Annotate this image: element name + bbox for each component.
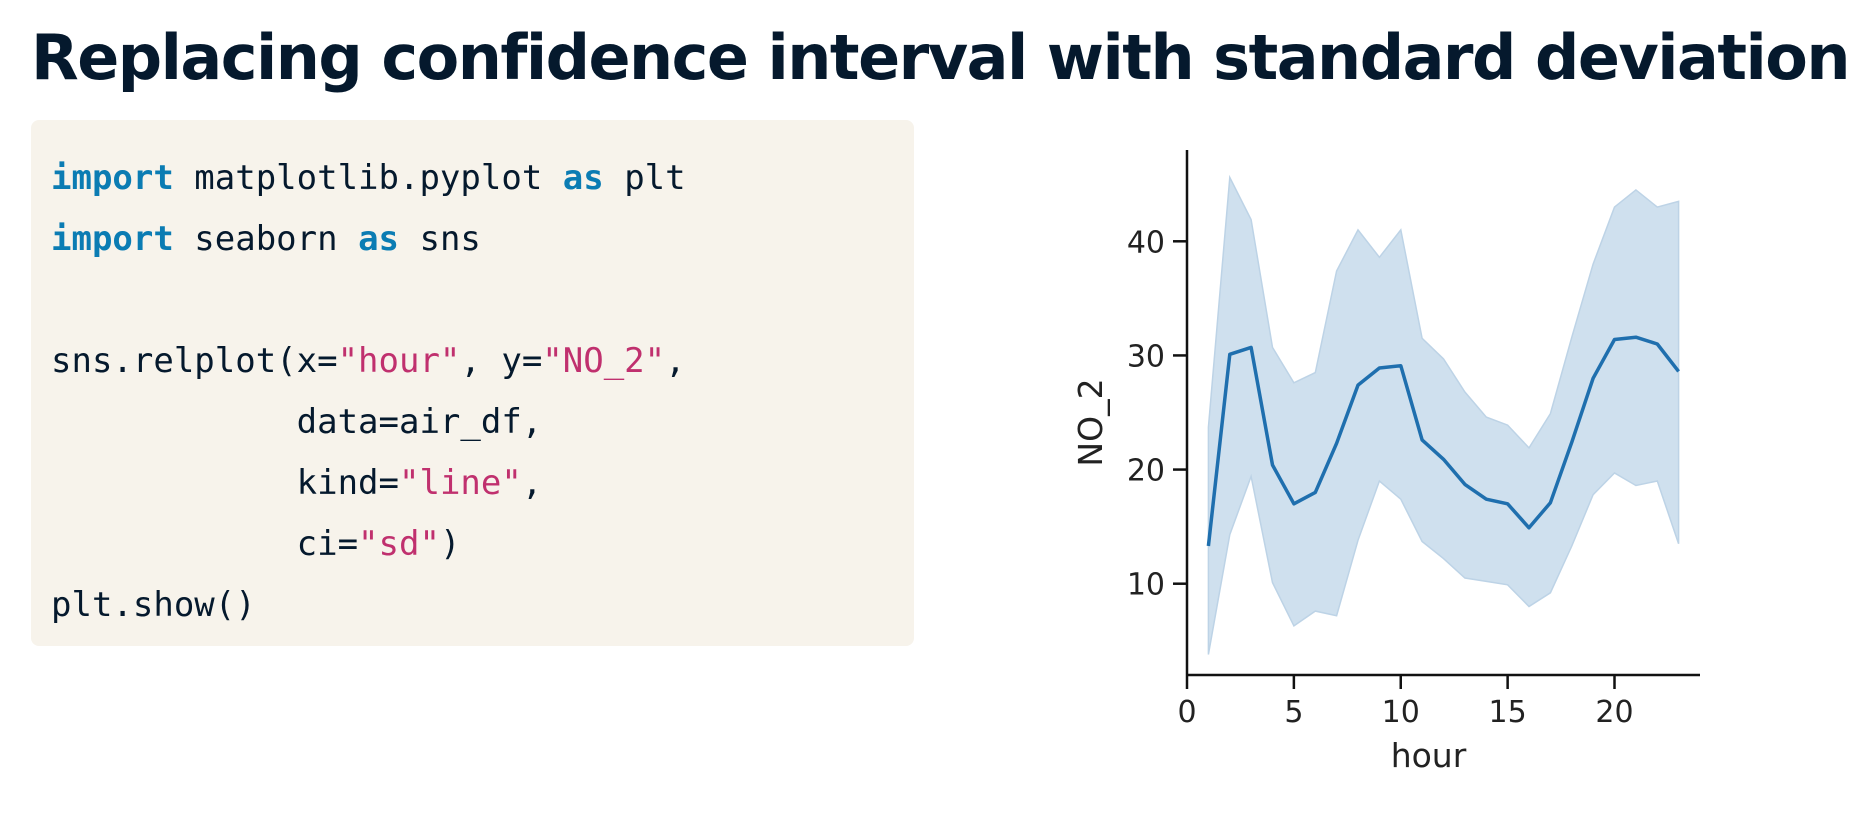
x-tick-label: 0 — [1177, 695, 1196, 730]
data-point — [1399, 364, 1403, 368]
code-line — [51, 270, 914, 331]
y-tick-label: 10 — [1127, 568, 1165, 603]
x-tick-label: 15 — [1489, 695, 1527, 730]
x-tick-label: 10 — [1382, 695, 1420, 730]
data-point — [1249, 345, 1253, 349]
code-line: import matplotlib.pyplot as plt — [51, 148, 914, 209]
code-line: import seaborn as sns — [51, 209, 914, 270]
code-line: plt.show() — [51, 575, 914, 636]
code-string: "sd" — [358, 524, 440, 564]
code-text: , — [521, 463, 543, 503]
code-keyword: as — [562, 158, 604, 198]
code-text: plt — [603, 158, 686, 198]
code-text: , y= — [460, 341, 543, 381]
x-tick-label: 20 — [1595, 695, 1633, 730]
code-text: sns — [399, 219, 481, 259]
line-chart: 10 20 30 40 0 5 10 15 20 hour NO_2 — [1071, 150, 1700, 775]
x-axis-label: hour — [1391, 736, 1467, 775]
code-text: matplotlib.pyplot — [173, 158, 563, 198]
data-point — [1548, 501, 1552, 505]
code-keyword: import — [51, 158, 174, 198]
code-line: data=air_df, — [51, 392, 914, 453]
code-keyword: import — [51, 219, 174, 259]
code-text: , — [665, 341, 686, 381]
data-point — [1420, 438, 1424, 442]
data-point — [1463, 482, 1467, 486]
slide-title: Replacing confidence interval with stand… — [31, 21, 1851, 94]
code-block: import matplotlib.pyplot as plt import se… — [31, 120, 914, 646]
y-tick-label: 20 — [1127, 454, 1165, 489]
data-point — [1613, 337, 1617, 341]
code-string: "hour" — [337, 341, 461, 381]
y-axis-label: NO_2 — [1071, 378, 1110, 466]
code-text: kind= — [51, 463, 399, 503]
data-point — [1335, 441, 1339, 445]
data-point — [1313, 490, 1317, 494]
code-line: kind="line", — [51, 453, 914, 514]
code-string: "line" — [399, 463, 522, 503]
sd-band — [1207, 174, 1680, 655]
data-point — [1271, 463, 1275, 467]
code-string: "NO_2" — [542, 341, 666, 381]
data-point — [1527, 526, 1531, 530]
code-line: sns.relplot(x="hour", y="NO_2", — [51, 331, 914, 392]
code-text: seaborn — [173, 219, 359, 259]
x-tick-label: 5 — [1284, 695, 1303, 730]
code-keyword: as — [358, 219, 400, 259]
data-point — [1206, 544, 1210, 548]
data-point — [1442, 457, 1446, 461]
mean-line — [1206, 335, 1680, 547]
data-point — [1377, 366, 1381, 370]
data-point — [1292, 502, 1296, 506]
code-text: plt.show() — [51, 585, 256, 625]
code-line: ci="sd") — [51, 514, 914, 575]
data-point — [1484, 497, 1488, 501]
data-point — [1634, 335, 1638, 339]
y-tick-label: 40 — [1127, 225, 1165, 260]
data-point — [1677, 369, 1681, 373]
data-point — [1655, 342, 1659, 346]
code-text: data=air_df, — [51, 402, 543, 442]
data-point — [1356, 383, 1360, 387]
code-text: sns.relplot(x= — [51, 341, 338, 381]
y-tick-label: 30 — [1127, 339, 1165, 374]
data-point — [1506, 502, 1510, 506]
data-point — [1591, 376, 1595, 380]
code-text: ci= — [51, 524, 359, 564]
data-point — [1228, 352, 1232, 356]
code-text: ) — [439, 524, 461, 564]
data-point — [1570, 440, 1574, 444]
